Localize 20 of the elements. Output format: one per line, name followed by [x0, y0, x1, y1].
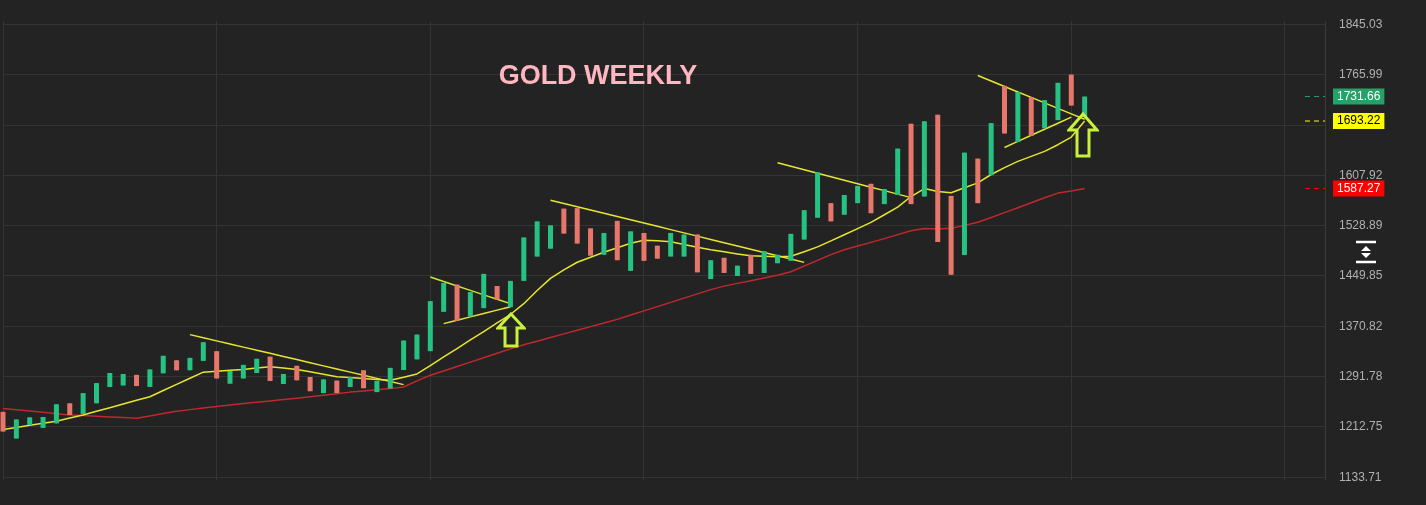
ref-line-label: 1587.27 — [1337, 180, 1381, 195]
candlestick — [841, 194, 847, 216]
y-tick-label: 1607.92 — [1339, 167, 1383, 182]
text: GOLD WEEKLY — [498, 59, 698, 91]
y-tick-label: 1370.82 — [1339, 318, 1383, 333]
y-tick-label: 1765.99 — [1339, 67, 1383, 81]
y-tick-label: 1449.85 — [1339, 268, 1383, 283]
candlestick — [13, 418, 19, 440]
y-tick-label: 1212.75 — [1339, 419, 1383, 434]
candlestick — [761, 250, 767, 274]
ref-line-label: 1693.22 — [1337, 113, 1381, 128]
y-tick-label: 1528.89 — [1339, 217, 1383, 232]
candlestick — [200, 341, 206, 362]
y-tick-label: 1133.71 — [1339, 469, 1382, 484]
candlestick — [80, 392, 86, 415]
candlestick — [548, 224, 553, 250]
y-tick-label: 1291.78 — [1339, 368, 1383, 383]
y-tick-label: 1845.03 — [1339, 16, 1383, 31]
candlestick — [681, 233, 687, 258]
ref-line-label: 1731.66 — [1337, 88, 1381, 103]
